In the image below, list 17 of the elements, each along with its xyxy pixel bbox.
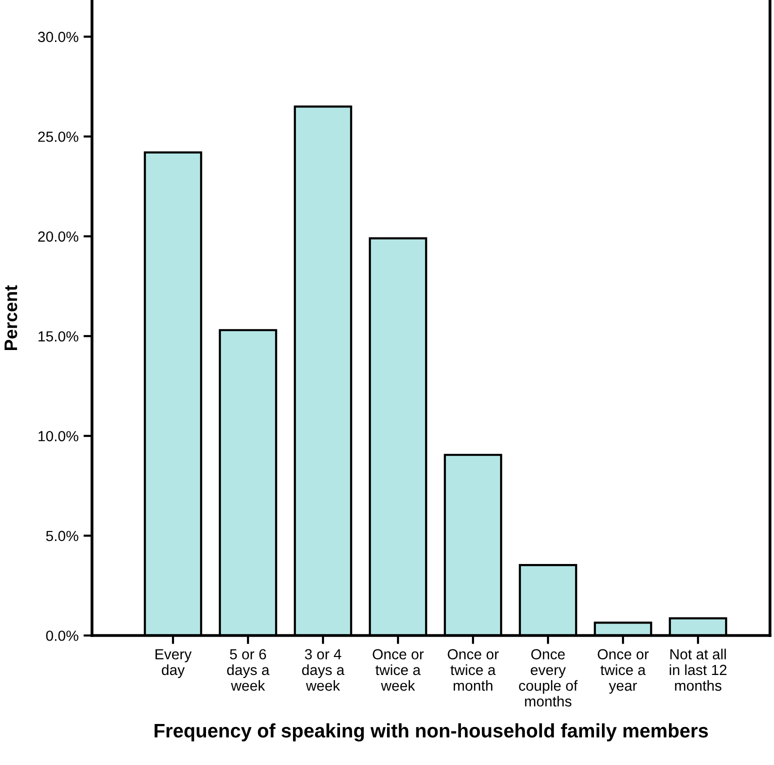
y-tick-label: 0.0% [46,630,78,641]
y-tick-label: 10.0% [38,431,78,442]
x-tick-label: Once or twice a year [598,649,649,694]
x-tick-label: 3 or 4 days a week [302,649,344,691]
x-axis-title: Frequency of speaking with non-household family members [154,723,708,742]
y-tick-label: 20.0% [38,231,78,242]
y-tick-label: 30.0% [38,32,78,42]
y-tick-label: 5.0% [46,530,78,542]
x-tick-label: Once every couple of months [519,649,578,707]
x-tick-label: Once or twice a week [372,649,424,691]
x-tick-label: Not at all in last 12 months [670,648,726,691]
y-tick-label: 15.0% [38,331,78,342]
y-tick-label: 25.0% [38,132,78,142]
x-tick-label: Once or twice a month [448,649,499,691]
x-tick-label: Every day [156,649,192,678]
y-axis-title: Percent [4,285,18,350]
x-tick-label: 5 or 6 days a week [227,649,270,691]
